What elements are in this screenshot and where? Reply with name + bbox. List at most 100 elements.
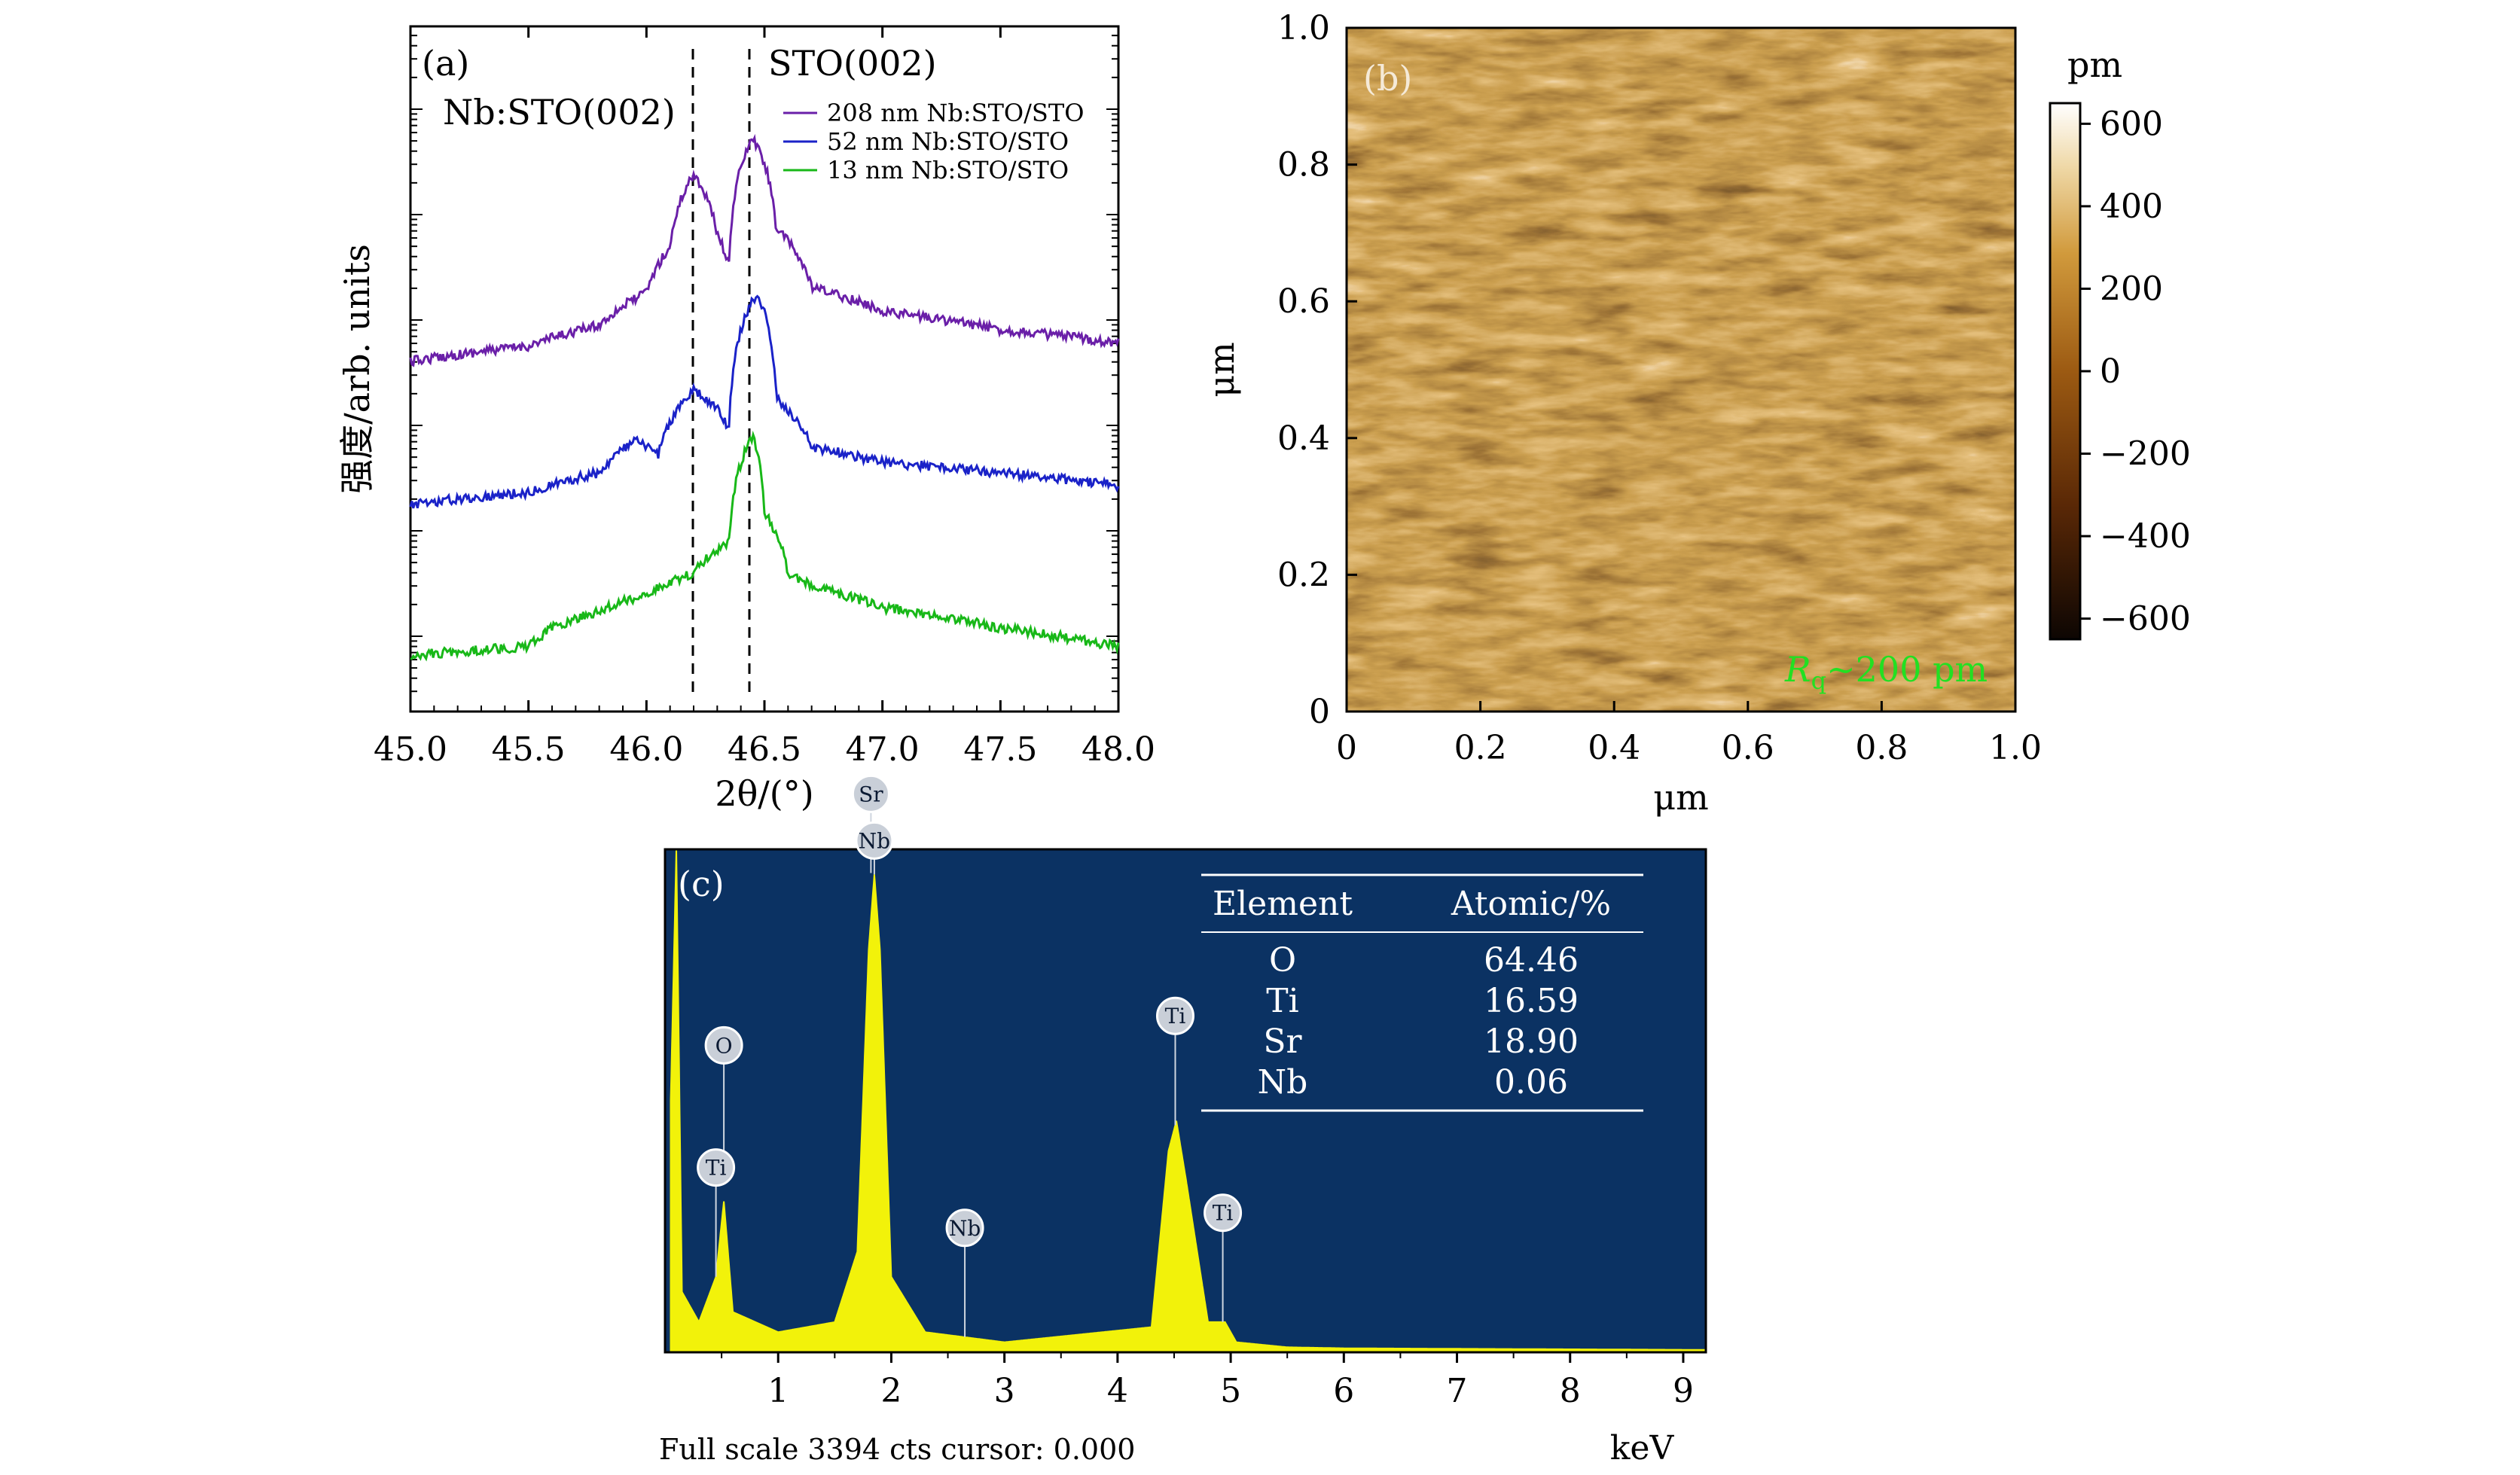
panel-a-x-tick-label: 47.0 — [846, 730, 920, 769]
legend-label-208nm: 208 nm Nb:STO/STO — [827, 99, 1084, 127]
composition-table: Element Atomic/% O 64.46 Ti 16.59 Sr 18.… — [1201, 873, 1643, 1112]
panel-c-x-ticks: 1 2 3 4 5 6 7 8 9 — [721, 1352, 1694, 1410]
roughness-subscript: q — [1811, 666, 1826, 695]
annot-nb-sto-002: Nb:STO(002) — [443, 92, 676, 133]
panel-a-x-axis-label: 2θ/(°) — [715, 773, 813, 814]
peak-marker-badge — [855, 821, 894, 860]
panel-a-curves — [409, 133, 1120, 662]
peak-marker-ti: Ti — [697, 1148, 736, 1277]
peak-marker-o: O — [704, 1025, 743, 1155]
peak-marker-sr: Sr — [851, 774, 890, 873]
panel-a-x-ticks: 45.0 45.5 46.0 46.5 47.0 47.5 48.0 — [374, 26, 1155, 769]
xrd-curve-52nm — [409, 294, 1120, 509]
peak-marker-label: Ti — [1165, 1004, 1186, 1029]
panel-c-x-tick-label: 4 — [1107, 1372, 1128, 1410]
panel-c-x-tick-label: 3 — [994, 1372, 1015, 1410]
colorbar-tick-label: 0 — [2100, 352, 2121, 391]
panel-b-y-tick-label: 0.4 — [1277, 419, 1330, 458]
legend-label-13nm: 13 nm Nb:STO/STO — [827, 156, 1069, 184]
legend-label-52nm: 52 nm Nb:STO/STO — [827, 127, 1069, 156]
colorbar-unit: pm — [2067, 44, 2122, 85]
colorbar-tick-label: −200 — [2100, 435, 2191, 474]
peak-marker-badge — [945, 1208, 984, 1248]
peak-marker-nb: Nb — [945, 1208, 984, 1337]
eds-peak-markers: O Ti Sr Nb Nb Ti Ti — [697, 774, 1243, 1337]
panel-a: 45.0 45.5 46.0 46.5 47.0 47.5 48.0 (a) Nb:STO(… — [337, 25, 1155, 814]
panel-c-label: (c) — [678, 864, 725, 904]
panel-c-x-tick-label: 9 — [1673, 1372, 1694, 1410]
panel-c-frame — [664, 848, 1707, 1354]
peak-marker-badge — [851, 774, 890, 813]
panel-a-x-tick-label: 46.5 — [728, 730, 801, 769]
colorbar-ticks: 600 400 200 0 −200 −400 −600 — [2080, 105, 2191, 638]
panel-c-x-tick-label: 8 — [1560, 1372, 1581, 1410]
table-row-value: 64.46 — [1484, 941, 1579, 980]
panel-a-y-axis-label: 强度/arb. units — [337, 244, 377, 494]
table-row-value: 0.06 — [1494, 1063, 1568, 1102]
table-row-element: Ti — [1266, 982, 1298, 1020]
peak-marker-label: Nb — [949, 1216, 981, 1241]
roughness-value: ~200 pm — [1826, 649, 1988, 690]
panel-b-ticks: 0 0.2 0.4 0.6 0.8 1.0 0 0.2 0.4 0.6 0.8 1.0 — [1277, 9, 2042, 767]
panel-a-legend: 208 nm Nb:STO/STO 52 nm Nb:STO/STO 13 nm… — [783, 99, 1084, 184]
peak-marker-badge — [697, 1148, 736, 1187]
colorbar-tick-label: −600 — [2100, 600, 2191, 638]
peak-marker-label: Sr — [859, 782, 883, 806]
afm-height-map — [1347, 28, 2015, 712]
peak-marker-badge — [1204, 1193, 1243, 1233]
panel-c-x-tick-label: 2 — [880, 1372, 902, 1410]
table-row-element: Nb — [1258, 1063, 1308, 1102]
panel-c-x-tick-label: 7 — [1447, 1372, 1468, 1410]
panel-c-x-tick-label: 6 — [1333, 1372, 1354, 1410]
panel-b-label: (b) — [1363, 58, 1412, 99]
panel-b-x-tick-label: 0.2 — [1454, 729, 1507, 767]
colorbar-tick-label: 400 — [2100, 187, 2163, 226]
colorbar — [2049, 102, 2082, 641]
annot-sto-002: STO(002) — [768, 43, 937, 84]
panel-a-x-tick-label: 45.0 — [374, 730, 447, 769]
panel-c-x-tick-label: 5 — [1220, 1372, 1241, 1410]
table-row-element: Sr — [1263, 1022, 1302, 1061]
panel-b-x-tick-label: 1.0 — [1989, 729, 2042, 767]
panel-a-x-tick-label: 48.0 — [1082, 730, 1155, 769]
panel-c-footer: Full scale 3394 cts cursor: 0.000 — [659, 1433, 1135, 1466]
panel-b-y-axis-label: μm — [1201, 342, 1242, 398]
peak-marker-badge — [704, 1025, 743, 1065]
xrd-curve-208nm — [409, 133, 1120, 367]
table-row-value: 16.59 — [1484, 982, 1579, 1020]
panel-b: 0 0.2 0.4 0.6 0.8 1.0 0 0.2 0.4 0.6 0.8 1.0 (b) Rq~… — [1201, 9, 2191, 818]
roughness-symbol: R — [1784, 649, 1811, 690]
xrd-curve-13nm — [410, 430, 1120, 662]
roughness-annotation: Rq~200 pm — [1784, 649, 1988, 695]
eds-spectrum — [670, 849, 1707, 1353]
panel-b-x-axis-label: μm — [1653, 777, 1709, 818]
peak-marker-label: Ti — [1213, 1201, 1234, 1226]
peak-marker-badge — [1155, 996, 1194, 1035]
panel-b-x-tick-label: 0.6 — [1722, 729, 1774, 767]
panel-a-x-tick-label: 46.0 — [609, 730, 683, 769]
peak-marker-label: Nb — [859, 828, 890, 853]
table-row-element: O — [1269, 941, 1296, 980]
panel-a-label: (a) — [422, 43, 469, 84]
panel-b-x-tick-label: 0.4 — [1588, 729, 1640, 767]
panel-b-y-tick-label: 0.8 — [1277, 146, 1330, 184]
table-header-atomic: Atomic/% — [1451, 885, 1611, 923]
table-header-element: Element — [1213, 885, 1353, 923]
panel-b-x-tick-label: 0.8 — [1855, 729, 1908, 767]
colorbar-tick-label: 600 — [2100, 105, 2163, 143]
peak-marker-ti: Ti — [1204, 1193, 1243, 1322]
colorbar-tick-label: −400 — [2100, 517, 2191, 556]
colorbar-tick-label: 200 — [2100, 270, 2163, 308]
peak-marker-label: Ti — [706, 1156, 727, 1181]
panel-b-y-tick-label: 0 — [1309, 693, 1330, 731]
panel-b-frame — [1345, 26, 2017, 713]
panel-b-y-tick-label: 0.6 — [1277, 282, 1330, 321]
panel-a-x-tick-label: 45.5 — [492, 730, 566, 769]
panel-b-x-tick-label: 0 — [1336, 729, 1357, 767]
peak-marker-nb: Nb — [855, 821, 894, 875]
panel-c-x-axis-label: keV — [1610, 1429, 1675, 1467]
panel-b-y-tick-label: 1.0 — [1277, 9, 1330, 47]
table-row-value: 18.90 — [1484, 1022, 1579, 1061]
